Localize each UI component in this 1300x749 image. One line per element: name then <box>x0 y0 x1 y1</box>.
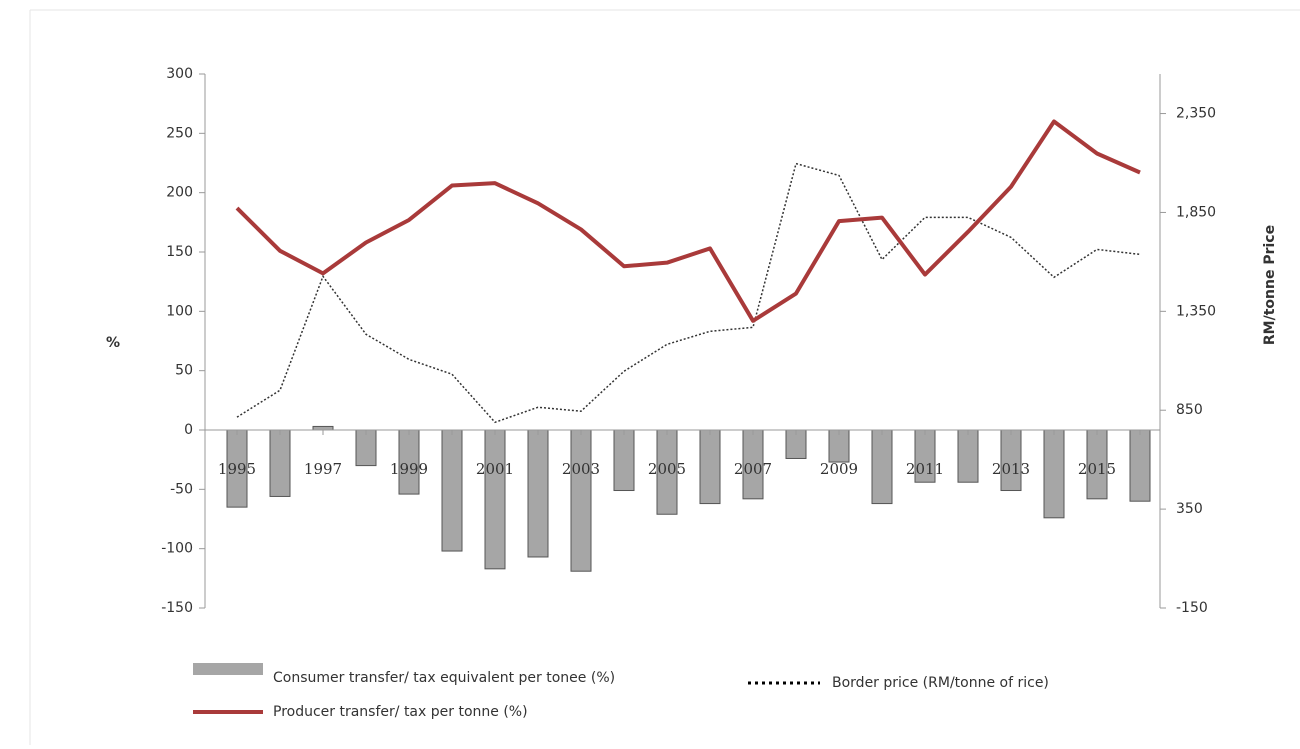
y-tick-label: -50 <box>170 481 193 497</box>
y-axis-title: % <box>106 335 120 351</box>
y2-tick-label: 350 <box>1176 501 1203 517</box>
x-tick-label: 1997 <box>304 460 342 478</box>
y-tick-label: -100 <box>161 541 193 557</box>
x-tick-label: 2015 <box>1078 460 1116 478</box>
bar <box>441 429 463 552</box>
legend-label: Producer transfer/ tax per tonne (%) <box>273 704 528 720</box>
bar <box>1129 429 1151 502</box>
y2-axis-title: RM/tonne Price <box>1262 225 1278 345</box>
legend-swatch <box>193 663 263 675</box>
bar <box>484 429 506 570</box>
x-tick-label: 2003 <box>562 460 600 478</box>
bar <box>1043 429 1065 519</box>
y-tick-label: 300 <box>166 66 193 82</box>
bar <box>871 429 893 505</box>
y-tick-label: 200 <box>166 185 193 201</box>
y-tick-label: -150 <box>161 600 193 616</box>
bar <box>269 429 291 497</box>
y2-tick-label: 1,350 <box>1176 303 1216 319</box>
y2-tick-label: 2,350 <box>1176 106 1216 122</box>
legend-label: Consumer transfer/ tax equivalent per to… <box>273 670 615 686</box>
y-tick-label: 0 <box>184 422 193 438</box>
x-tick-label: 2013 <box>992 460 1030 478</box>
y-tick-label: 150 <box>166 244 193 260</box>
line <box>235 119 1141 323</box>
x-tick-label: 2005 <box>648 460 686 478</box>
y2-tick-label: 850 <box>1176 402 1203 418</box>
bar <box>527 429 549 558</box>
bar <box>570 429 592 572</box>
x-tick-label: 2007 <box>734 460 772 478</box>
y-tick-label: 250 <box>166 125 193 141</box>
bar <box>699 429 721 505</box>
x-tick-label: 2009 <box>820 460 858 478</box>
bar <box>355 429 377 467</box>
x-tick-label: 1999 <box>390 460 428 478</box>
bar <box>312 425 334 431</box>
x-tick-label: 2001 <box>476 460 514 478</box>
x-tick-label: 2011 <box>906 460 944 478</box>
bar <box>957 429 979 483</box>
y-tick-label: 100 <box>166 303 193 319</box>
x-tick-label: 1995 <box>218 460 256 478</box>
y2-tick-label: 1,850 <box>1176 204 1216 220</box>
y-tick-label: 50 <box>175 363 193 379</box>
legend-label: Border price (RM/tonne of rice) <box>832 675 1049 691</box>
y2-tick-label: -150 <box>1176 600 1208 616</box>
dotted-line <box>236 162 1141 424</box>
bar <box>613 429 635 492</box>
